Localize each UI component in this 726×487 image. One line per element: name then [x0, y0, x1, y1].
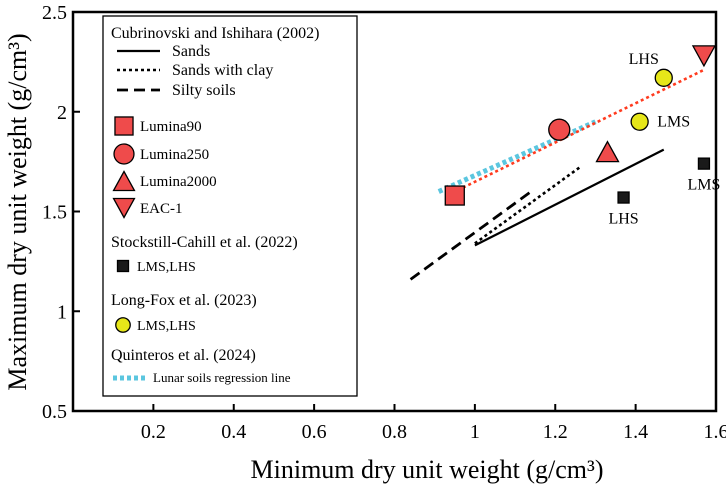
trend-lines: [409, 68, 705, 281]
x-tick-label: 0.8: [382, 421, 407, 443]
legend-label: LMS,LHS: [137, 260, 196, 275]
point-lumina90: [444, 185, 465, 206]
axis-labels: Minimum dry unit weight (g/cm³) Maximum …: [3, 33, 603, 484]
legend-title: Quinteros et al. (2024): [111, 347, 256, 364]
axes: 0.2 0.4 0.6 0.8 1 1.2 1.4 1.6 0.5 1 1.5 2 2.5: [42, 2, 726, 443]
point-long-fox-et-al-2023-: [654, 68, 673, 87]
legend-marker: [112, 197, 136, 219]
x-tick-label: 0.6: [302, 421, 327, 443]
x-tick-label: 1.6: [704, 421, 726, 443]
point-lumina2000: [595, 140, 620, 163]
legend-label: Silty soils: [172, 82, 236, 99]
trend-line-silty-soils: [409, 190, 532, 281]
x-axis-title: Minimum dry unit weight (g/cm³): [251, 455, 604, 484]
x-tick-label: 0.4: [221, 421, 246, 443]
legend-marker: [113, 143, 135, 165]
y-tick-label: 1.5: [42, 202, 67, 224]
legend-marker: [115, 317, 131, 333]
legend-label: Sands with clay: [172, 62, 273, 79]
legend-label: Lunar soils regression line: [153, 370, 291, 385]
legend-label: Lumina2000: [140, 174, 217, 190]
legend: Cubrinovski and Ishihara (2002)Sands Sand…: [102, 15, 358, 397]
trend-line-lunar-soils-regression-line: [437, 119, 597, 194]
legend-marker: [116, 259, 130, 273]
data-points: LMS LHS LHS LMS: [444, 45, 720, 228]
legend-marker: [114, 116, 134, 136]
legend-marker: [112, 170, 136, 192]
x-tick-label: 1.2: [543, 421, 568, 443]
legend-box: [102, 15, 358, 397]
y-tick-label: 2: [57, 102, 67, 124]
legend-label: EAC-1: [140, 201, 183, 217]
point-label: LHS: [608, 211, 638, 228]
legend-label: Lumina90: [140, 119, 202, 135]
x-tick-label: 1.4: [623, 421, 648, 443]
legend-label: LMS,LHS: [137, 319, 196, 334]
x-tick-label: 1: [470, 421, 480, 443]
x-tick-label: 0.2: [141, 421, 166, 443]
trend-line-sands: [474, 148, 665, 247]
point-label: LMS: [687, 177, 720, 194]
point-label: LHS: [629, 51, 659, 68]
point-long-fox-et-al-2023-: [630, 112, 649, 131]
y-axis-title: Maximum dry unit weight (g/cm³): [3, 33, 32, 390]
legend-label: Sands: [172, 43, 210, 60]
point-lumina250: [548, 118, 571, 141]
y-tick-label: 1: [57, 301, 67, 323]
legend-title: Stockstill-Cahill et al. (2022): [111, 234, 298, 251]
point-eac-1: [691, 45, 717, 68]
point-stockstill-cahill-et-al-2022-: [617, 191, 630, 204]
trend-line-sands-with-clay: [474, 166, 581, 245]
y-tick-label: 2.5: [42, 2, 67, 24]
y-tick-label: 0.5: [42, 401, 67, 423]
point-stockstill-cahill-et-al-2022-: [697, 157, 711, 170]
legend-title: Long-Fox et al. (2023): [111, 292, 257, 309]
point-label: LMS: [657, 114, 690, 131]
legend-label: Lumina250: [140, 147, 209, 163]
legend-title: Cubrinovski and Ishihara (2002): [111, 25, 319, 42]
